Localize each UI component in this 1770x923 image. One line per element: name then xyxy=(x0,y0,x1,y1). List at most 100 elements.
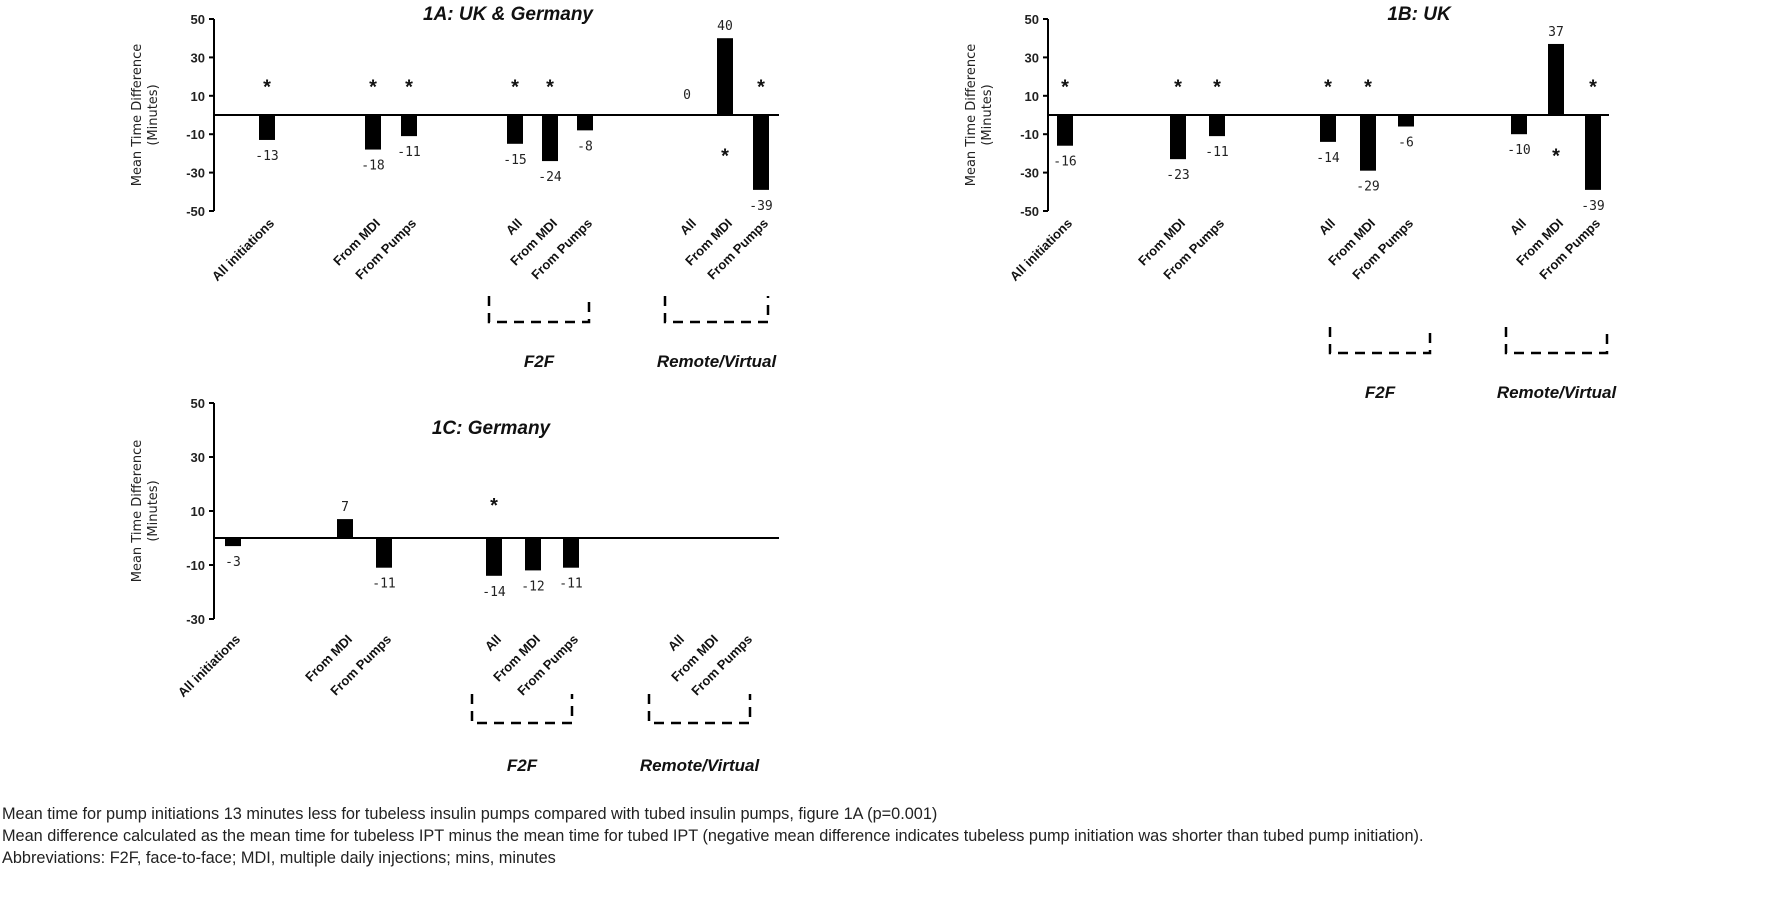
group-label: F2F xyxy=(1365,383,1396,402)
category-label: All xyxy=(482,632,504,654)
y-tick-label: 30 xyxy=(191,50,205,65)
bar xyxy=(1170,115,1186,160)
group-bracket xyxy=(470,694,574,725)
data-label: 40 xyxy=(717,19,733,34)
y-tick-label: 50 xyxy=(191,396,205,411)
data-label: -39 xyxy=(1581,199,1604,214)
data-label: -10 xyxy=(1507,143,1530,158)
data-label: -13 xyxy=(255,149,278,164)
significance-star: * xyxy=(721,145,729,167)
data-label: -11 xyxy=(397,145,420,160)
significance-star: * xyxy=(1552,145,1560,167)
chart-1: 1A: UK & Germany 50 30 10 -10 -30 -50 Mean Time… xyxy=(130,4,779,371)
group-label: F2F xyxy=(507,756,538,775)
bar xyxy=(376,538,392,568)
data-label: -16 xyxy=(1053,155,1076,170)
significance-star: * xyxy=(369,76,377,98)
data-label: -11 xyxy=(559,577,582,592)
chart-3: 1C: Germany 50 30 10 -10 -30 Mean Time Differe… xyxy=(130,396,779,775)
category-label: All initiations xyxy=(209,216,277,284)
y-tick-label: 10 xyxy=(191,89,205,104)
data-label: 7 xyxy=(341,500,349,515)
group-bracket xyxy=(1504,327,1609,355)
significance-star: * xyxy=(757,76,765,98)
chart-title: 1C: Germany xyxy=(432,418,552,439)
significance-star: * xyxy=(405,76,413,98)
data-label: -15 xyxy=(503,153,526,168)
group-label: Remote/Virtual xyxy=(1497,383,1618,402)
bar xyxy=(1548,43,1564,115)
bar xyxy=(563,538,579,568)
data-label: 37 xyxy=(1548,25,1564,40)
bar xyxy=(259,115,275,140)
bar xyxy=(337,519,353,538)
chart-title: 1A: UK & Germany xyxy=(423,4,594,25)
significance-star: * xyxy=(1364,76,1372,98)
y-tick-label: -50 xyxy=(186,204,205,219)
data-label: -11 xyxy=(1205,145,1228,160)
group-bracket xyxy=(663,296,770,324)
y-tick-label: 30 xyxy=(191,450,205,465)
y-tick-label: -30 xyxy=(186,612,205,627)
caption-line: Mean time for pump initiations 13 minute… xyxy=(2,805,938,823)
group-label: F2F xyxy=(524,352,555,371)
data-label: -14 xyxy=(1316,151,1340,166)
bar xyxy=(542,115,558,162)
significance-star: * xyxy=(1324,76,1332,98)
y-tick-label: 10 xyxy=(191,504,205,519)
group-bracket xyxy=(487,296,591,324)
bar xyxy=(1057,115,1073,146)
category-label: All xyxy=(503,216,525,238)
data-label: -14 xyxy=(482,585,506,600)
bar xyxy=(1360,115,1376,171)
significance-star: * xyxy=(1589,76,1597,98)
data-label: -23 xyxy=(1166,168,1189,183)
significance-star: * xyxy=(511,76,519,98)
bar xyxy=(577,115,593,131)
bar xyxy=(1209,115,1225,137)
data-label: -29 xyxy=(1356,180,1379,195)
y-tick-label: -50 xyxy=(1020,204,1039,219)
y-tick-label: -10 xyxy=(186,127,205,142)
significance-star: * xyxy=(1174,76,1182,98)
data-label: -3 xyxy=(225,555,241,570)
y-tick-label: 30 xyxy=(1025,50,1039,65)
y-axis-title: Mean Time Difference xyxy=(130,440,145,583)
y-tick-label: 50 xyxy=(1025,12,1039,27)
chart-title: 1B: UK xyxy=(1387,4,1452,25)
data-label: -8 xyxy=(577,139,593,154)
bar xyxy=(1585,115,1601,190)
data-label: 0 xyxy=(683,88,691,103)
chart-2: 1B: UK 50 30 10 -10 -30 -50 Mean Time Differenc… xyxy=(964,4,1617,402)
data-label: -6 xyxy=(1398,136,1414,151)
bar xyxy=(1511,115,1527,135)
significance-star: * xyxy=(546,76,554,98)
figure-caption: Mean time for pump initiations 13 minute… xyxy=(2,803,1768,869)
category-label: All xyxy=(1507,216,1529,238)
data-label: -39 xyxy=(749,199,772,214)
group-bracket xyxy=(1328,327,1432,355)
bar xyxy=(225,538,241,547)
y-tick-label: -30 xyxy=(1020,166,1039,181)
y-axis-title: (Minutes) xyxy=(146,84,161,145)
y-tick-label: 10 xyxy=(1025,89,1039,104)
significance-star: * xyxy=(263,76,271,98)
bar xyxy=(1320,115,1336,142)
bar xyxy=(507,115,523,144)
y-axis-title: (Minutes) xyxy=(146,480,161,541)
data-label: -24 xyxy=(538,170,562,185)
group-label: Remote/Virtual xyxy=(640,756,761,775)
y-tick-label: -10 xyxy=(1020,127,1039,142)
category-label: From Pumps xyxy=(688,632,755,699)
data-label: -11 xyxy=(372,577,395,592)
group-bracket xyxy=(647,694,752,725)
significance-star: * xyxy=(1213,76,1221,98)
bar xyxy=(486,538,502,576)
bar xyxy=(365,115,381,150)
data-label: -12 xyxy=(521,579,544,594)
category-label: All initiations xyxy=(175,632,243,700)
data-label: -18 xyxy=(361,159,384,174)
category-label: All initiations xyxy=(1007,216,1075,284)
